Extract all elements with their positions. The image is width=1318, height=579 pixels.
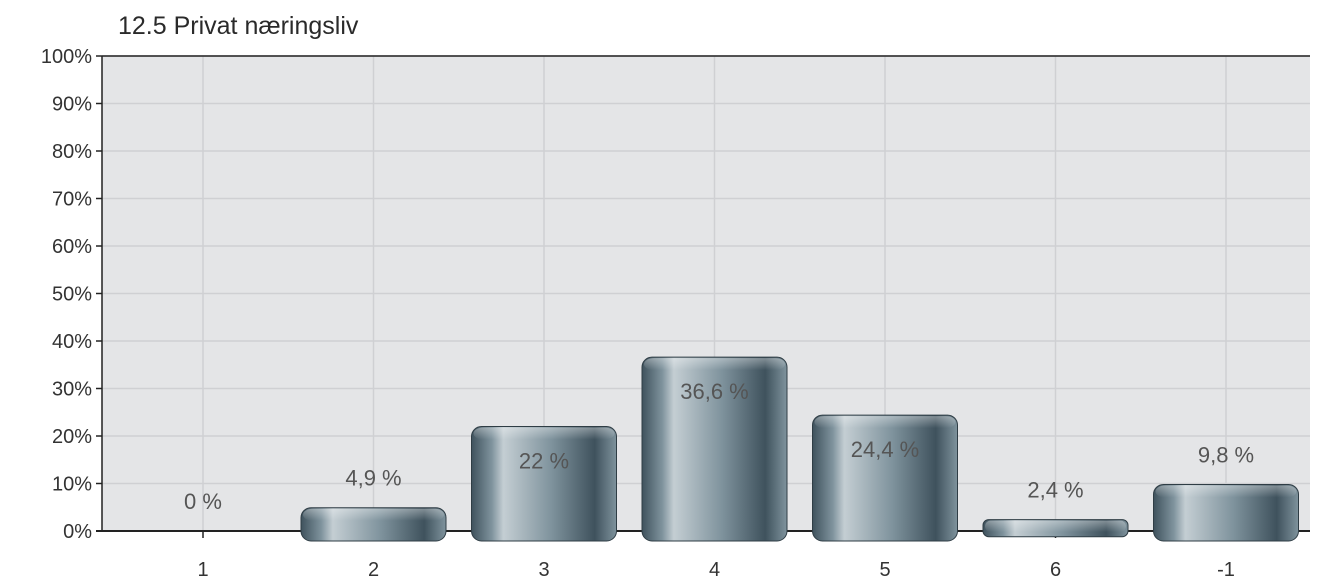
data-label: 9,8 % bbox=[1198, 442, 1254, 467]
y-tick-label: 100% bbox=[41, 46, 92, 68]
x-tick-label: 2 bbox=[368, 559, 379, 579]
x-tick-label: -1 bbox=[1217, 559, 1235, 579]
y-tick-label: 30% bbox=[52, 379, 92, 401]
y-tick-label: 0% bbox=[63, 521, 92, 543]
y-tick-label: 50% bbox=[52, 284, 92, 306]
y-tick-label: 40% bbox=[52, 331, 92, 353]
data-label: 0 % bbox=[184, 489, 222, 514]
data-label: 4,9 % bbox=[345, 466, 401, 491]
bar-body bbox=[471, 426, 617, 542]
bar-highlight bbox=[644, 358, 785, 371]
bar-body bbox=[641, 356, 788, 542]
bar-highlight bbox=[985, 520, 1126, 532]
bar-highlight bbox=[473, 427, 615, 440]
data-label: 2,4 % bbox=[1027, 478, 1083, 503]
bar-body bbox=[1153, 483, 1299, 542]
y-tick-label: 10% bbox=[52, 474, 92, 496]
bar-highlight bbox=[814, 416, 956, 429]
x-tick-label: 3 bbox=[538, 559, 549, 579]
chart-title: 12.5 Privat næringsliv bbox=[118, 12, 359, 40]
x-tick-label: 1 bbox=[197, 559, 208, 579]
x-tick-label: 6 bbox=[1050, 559, 1061, 579]
bar bbox=[982, 519, 1129, 538]
bar bbox=[1153, 483, 1299, 542]
y-tick-label: 70% bbox=[52, 189, 92, 211]
bar-highlight bbox=[303, 508, 444, 521]
data-label: 24,4 % bbox=[851, 437, 920, 462]
bar-body bbox=[812, 414, 958, 542]
bar bbox=[812, 414, 958, 542]
bar bbox=[471, 426, 617, 542]
x-tick-label: 5 bbox=[879, 559, 890, 579]
bar bbox=[300, 507, 447, 542]
x-tick-label: 4 bbox=[709, 559, 720, 579]
y-tick-label: 90% bbox=[52, 94, 92, 116]
data-label: 36,6 % bbox=[680, 379, 749, 404]
bar-highlight bbox=[1155, 485, 1297, 498]
y-tick-label: 60% bbox=[52, 236, 92, 258]
y-tick-label: 80% bbox=[52, 141, 92, 163]
bar bbox=[641, 356, 788, 542]
data-label: 22 % bbox=[519, 449, 569, 474]
y-tick-label: 20% bbox=[52, 426, 92, 448]
